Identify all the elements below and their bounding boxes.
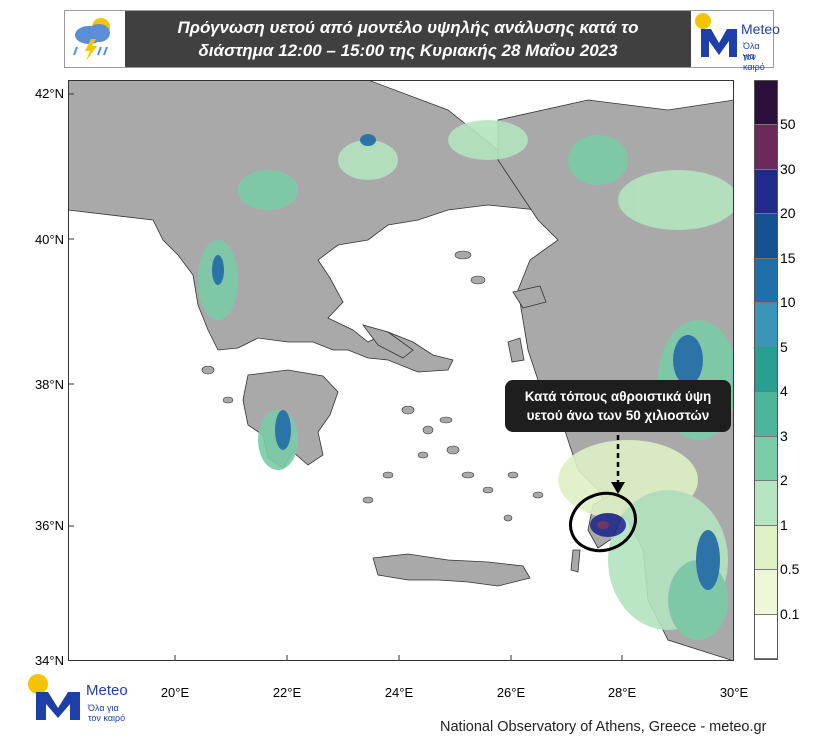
meteo-logo-header: Meteo Όλα για τον καιρό: [693, 11, 780, 72]
legend-swatch: [755, 392, 777, 437]
legend-label: 1: [780, 516, 788, 533]
legend-label: 0.1: [780, 605, 800, 622]
lon-label-28: 28°E: [607, 685, 637, 700]
euboea-land: [361, 324, 414, 359]
legend-swatch: [755, 169, 777, 215]
lat-label-42: 42°N: [34, 86, 64, 101]
legend-label: 4: [780, 383, 788, 400]
cyclades-islands: [201, 250, 544, 522]
legend-swatch: [755, 570, 777, 615]
footer-credit: National Observatory of Athens, Greece -…: [440, 719, 767, 735]
lesbos-land: [512, 285, 547, 309]
lat-label-36: 36°N: [34, 518, 64, 533]
legend-swatch: [755, 525, 777, 571]
lon-label-20: 20°E: [160, 685, 190, 700]
legend-swatch: [755, 81, 777, 126]
meteo-logo-footer: Meteo Όλα για τον καιρό: [24, 672, 164, 723]
precipitation-legend: [754, 80, 778, 660]
legend-swatch: [755, 258, 777, 304]
annotation-line-1: Κατά τόπους αθροιστικά ύψη: [524, 389, 712, 404]
legend-label: 5: [780, 338, 788, 355]
legend-swatch: [755, 436, 777, 482]
footer-brand-tagline-1: Όλα για: [88, 703, 119, 713]
legend-swatch: [755, 303, 777, 348]
highlight-ellipse: [569, 491, 637, 553]
legend-label: 3: [780, 427, 788, 444]
legend-swatch: [755, 214, 777, 259]
balkans-land: [68, 80, 539, 373]
precipitation-map: [68, 80, 734, 661]
lat-label-38: 38°N: [34, 377, 64, 392]
title-line-1: Πρόγνωση υετού από μοντέλο υψηλής ανάλυσ…: [177, 18, 639, 37]
lat-label-40: 40°N: [34, 232, 64, 247]
footer-brand-tagline-2: τον καιρό: [88, 713, 126, 723]
annotation-line-2: υετού άνω των 50 χιλιοστών: [526, 408, 710, 423]
lon-label-22: 22°E: [272, 685, 302, 700]
karpathos-land: [570, 549, 581, 573]
legend-swatch: [755, 614, 777, 659]
legend-swatch: [755, 347, 777, 393]
lat-label-34: 34°N: [34, 653, 64, 668]
legend-label: 0.5: [780, 561, 800, 578]
legend-label: 10: [780, 294, 796, 311]
lon-label-30: 30°E: [719, 685, 749, 700]
rain-cloud-lightning-icon: [67, 13, 121, 65]
page-title: Πρόγνωση υετού από μοντέλο υψηλής ανάλυσ…: [125, 11, 691, 67]
legend-swatch: [755, 125, 777, 170]
legend-label: 15: [780, 249, 796, 266]
chios-land: [507, 337, 525, 363]
brand-tagline-1: Όλα για: [743, 41, 760, 61]
legend-label: 30: [780, 160, 796, 177]
lon-label-24: 24°E: [384, 685, 414, 700]
crete-land: [372, 553, 531, 587]
footer-brand-name: Meteo: [86, 682, 128, 699]
brand-name: Meteo: [741, 21, 780, 37]
title-line-2: διάστημα 12:00 – 15:00 της Κυριακής 28 Μ…: [198, 41, 618, 60]
annotation-callout: Κατά τόπους αθροιστικά ύψη υετού άνω των…: [505, 380, 731, 432]
legend-label: 2: [780, 472, 788, 489]
brand-tagline-2: τον καιρό: [743, 52, 765, 72]
header-banner: Πρόγνωση υετού από μοντέλο υψηλής ανάλυσ…: [64, 10, 780, 72]
legend-label: 50: [780, 116, 796, 133]
legend-swatch: [755, 481, 777, 526]
legend-label: 20: [780, 205, 796, 222]
lon-label-26: 26°E: [496, 685, 526, 700]
